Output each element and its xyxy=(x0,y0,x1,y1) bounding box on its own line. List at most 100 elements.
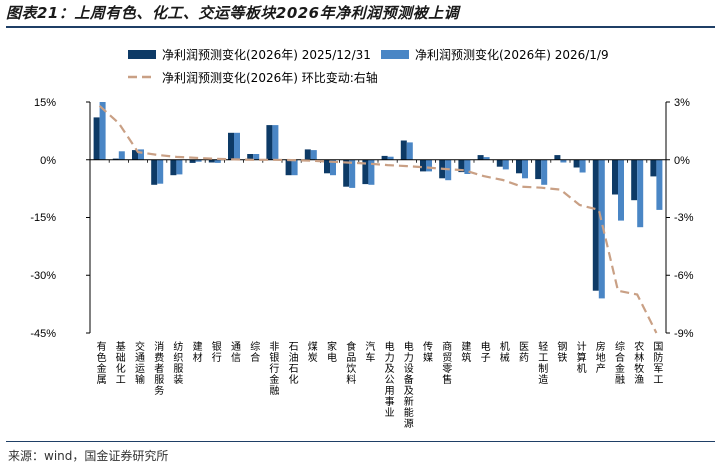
category-label-25: 钢铁 xyxy=(555,340,567,363)
bar-s2-1 xyxy=(99,102,106,160)
category-label-6: 建材 xyxy=(190,340,202,363)
bar-s1-3 xyxy=(132,150,138,160)
mom-change-line xyxy=(98,105,658,334)
bar-s1-9 xyxy=(247,154,254,160)
bar-s2-13 xyxy=(330,159,336,176)
legend-label-s2: 净利润预测变化(2026年) 2026/1/9 xyxy=(415,47,609,62)
category-label-5: 纺织服装 xyxy=(171,340,183,385)
title-underline xyxy=(6,26,715,28)
category-label-13: 家电 xyxy=(325,340,337,363)
legend: 净利润预测变化(2026年) 2025/12/31 净利润预测变化(2026年)… xyxy=(128,47,609,85)
source-note: 来源：wind，国金证券研究所 xyxy=(8,449,169,463)
category-label-22: 机械 xyxy=(497,340,509,363)
category-label-20: 建筑 xyxy=(459,340,471,363)
category-label-10: 非银行金融 xyxy=(267,341,279,396)
category-label-15: 汽车 xyxy=(363,340,375,363)
bar-s2-14 xyxy=(349,159,356,188)
legend-label-s1: 净利润预测变化(2026年) 2025/12/31 xyxy=(162,47,371,62)
bar-s2-30 xyxy=(656,159,663,210)
category-label-2: 基础化工 xyxy=(113,340,125,385)
bar-s1-23 xyxy=(516,159,522,174)
right-tick-label: -3% xyxy=(674,212,694,224)
left-tick-label: -30% xyxy=(30,270,56,282)
bar-s2-3 xyxy=(138,149,144,160)
category-label-4: 消费者服务 xyxy=(152,340,164,396)
bar-s2-6 xyxy=(195,159,202,162)
bar-s2-24 xyxy=(541,159,548,185)
bar-s1-11 xyxy=(285,159,292,176)
category-label-30: 国防军工 xyxy=(651,341,663,385)
category-label-21: 电子 xyxy=(478,340,490,363)
footer-rule xyxy=(6,441,715,442)
left-axis: 15% 0% -15% -30% -45% xyxy=(30,97,56,340)
bar-s1-4 xyxy=(151,159,158,185)
bar-s1-27 xyxy=(592,159,599,291)
legend-swatch-s2 xyxy=(381,50,409,59)
category-label-3: 交通运输 xyxy=(133,340,145,385)
legend-swatch-s1 xyxy=(128,50,156,59)
bar-s2-21 xyxy=(483,157,490,160)
bar-s1-20 xyxy=(458,159,465,173)
bar-s1-10 xyxy=(266,125,273,160)
bar-s2-8 xyxy=(234,132,240,160)
bar-s1-24 xyxy=(535,159,542,180)
bar-s2-23 xyxy=(522,159,528,179)
bar-s2-15 xyxy=(368,159,375,185)
category-label-9: 综合 xyxy=(248,340,260,363)
bar-s2-11 xyxy=(291,159,298,176)
category-label-12: 煤炭 xyxy=(305,340,317,363)
left-tick-label: 15% xyxy=(34,97,56,109)
bar-s2-22 xyxy=(502,159,509,170)
category-label-16: 电力及公用事业 xyxy=(382,340,394,418)
bar-s1-13 xyxy=(324,159,330,174)
bar-s1-17 xyxy=(400,140,407,160)
bar-s2-28 xyxy=(618,159,624,221)
category-label-26: 计算机 xyxy=(574,340,586,374)
left-tick-label: 0% xyxy=(40,155,56,167)
right-tick-label: 0% xyxy=(674,155,690,167)
bar-s2-2 xyxy=(118,151,125,160)
bar-s2-16 xyxy=(387,156,394,160)
right-axis: 3% 0% -3% -6% -9% xyxy=(674,97,694,340)
left-tick-label: -45% xyxy=(30,328,56,340)
bar-s2-4 xyxy=(157,159,164,184)
bar-s2-18 xyxy=(426,159,432,172)
bar-s2-5 xyxy=(176,159,183,175)
bar-s1-26 xyxy=(573,159,580,168)
category-label-27: 房地产 xyxy=(593,340,605,374)
bar-s1-8 xyxy=(228,132,234,160)
plot-area: 有色金属 基础化工 交通运输 消费者服务 纺织服装 建材 银行 通信 综合 非银行金融 石油石化 煤炭… xyxy=(86,101,670,429)
bar-s1-28 xyxy=(612,159,618,195)
category-label-24: 轻工制造 xyxy=(536,340,548,385)
bar-s2-7 xyxy=(214,159,221,163)
bar-s1-14 xyxy=(343,159,350,187)
category-label-23: 医药 xyxy=(517,341,529,363)
bar-s2-27 xyxy=(598,159,605,299)
left-tick-label: -15% xyxy=(30,212,56,224)
bar-s1-15 xyxy=(362,159,369,185)
category-label-1: 有色金属 xyxy=(94,340,106,385)
bar-s1-1 xyxy=(93,117,100,160)
bar-s1-30 xyxy=(650,159,657,177)
bar-s2-26 xyxy=(579,159,586,173)
category-label-19: 商贸零售 xyxy=(440,340,452,385)
bar-s1-16 xyxy=(381,155,388,160)
bar-s1-18 xyxy=(420,159,426,172)
category-label-14: 食品饮料 xyxy=(344,340,356,385)
category-label-7: 银行 xyxy=(209,340,221,363)
category-label-11: 石油石化 xyxy=(286,341,298,385)
bar-s2-12 xyxy=(310,150,317,160)
bar-s1-2 xyxy=(112,158,119,160)
bar-s1-6 xyxy=(189,159,196,163)
right-tick-label: -9% xyxy=(674,328,694,340)
bar-s1-7 xyxy=(208,159,215,163)
bar-s2-9 xyxy=(253,154,260,160)
category-label-29: 农林牧渔 xyxy=(632,340,644,385)
bar-s2-20 xyxy=(464,159,471,174)
legend-label-line: 净利润预测变化(2026年) 环比变动:右轴 xyxy=(162,70,378,85)
right-tick-label: 3% xyxy=(674,97,690,109)
bar-s2-17 xyxy=(406,142,413,160)
bar-s1-5 xyxy=(170,159,177,176)
bar-s1-12 xyxy=(304,149,311,160)
